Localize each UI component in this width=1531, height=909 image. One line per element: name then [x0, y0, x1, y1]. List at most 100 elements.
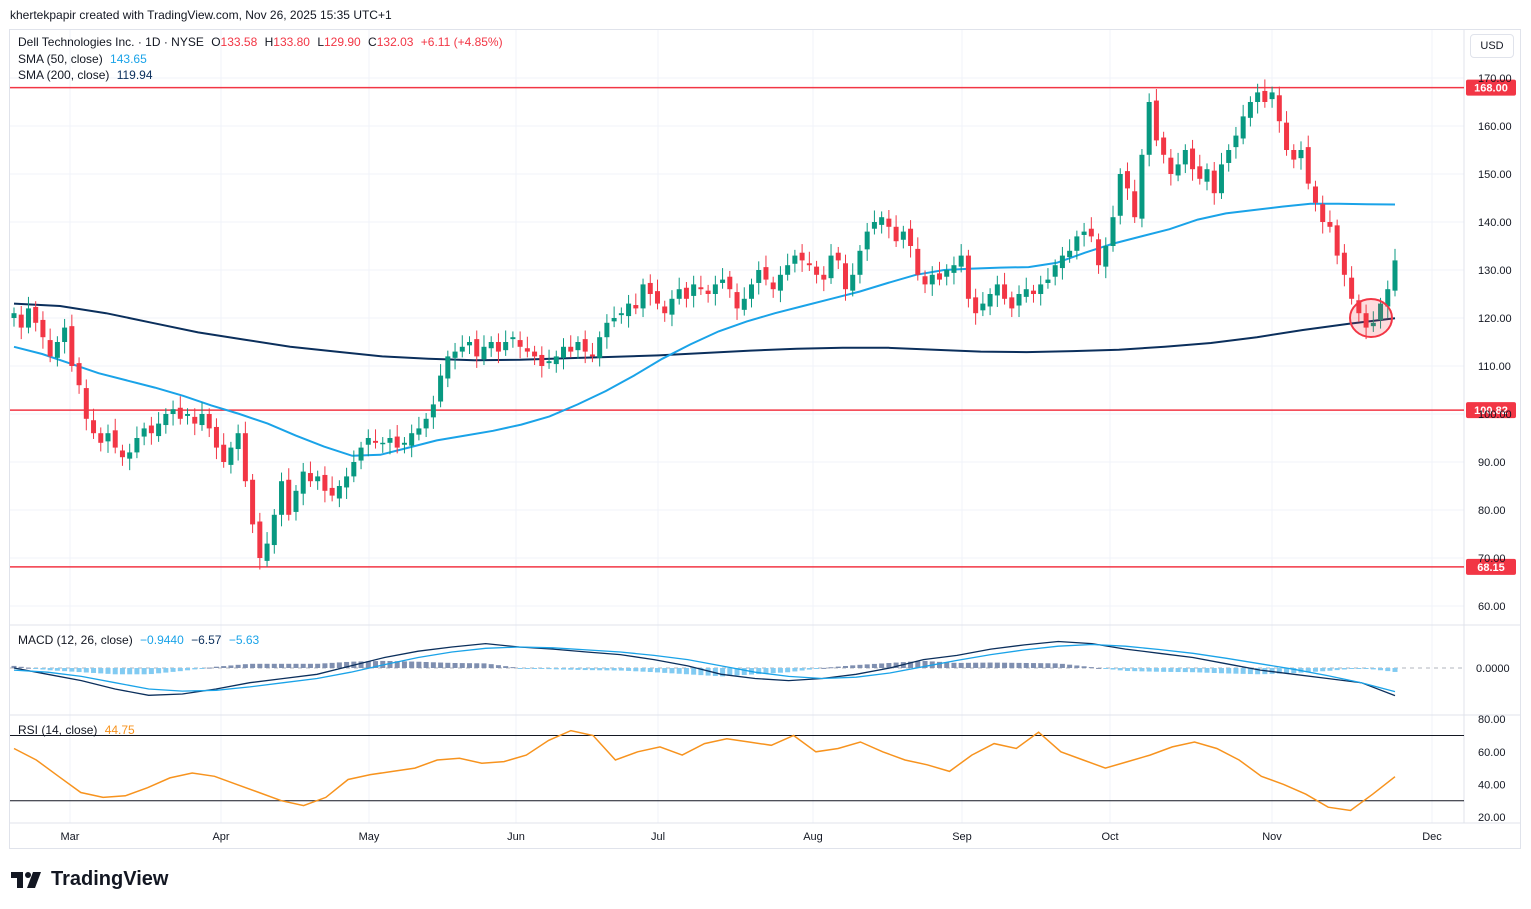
candle-body: [156, 423, 162, 437]
macd-hist-bar: [1117, 668, 1123, 671]
macd-hist-bar: [481, 663, 487, 668]
x-tick-label: Apr: [212, 831, 229, 843]
macd-hist-bar: [770, 668, 776, 674]
highlight-circle: [1349, 298, 1393, 338]
close-label: C: [368, 35, 377, 49]
candle-body: [91, 420, 97, 434]
candle-body: [221, 444, 227, 462]
candle-body: [1146, 102, 1152, 155]
macd-hist-bar: [1124, 668, 1130, 671]
candle-body: [539, 354, 545, 366]
macd-hist-bar: [365, 661, 371, 668]
price-legend: Dell Technologies Inc. · 1D · NYSE O133.…: [18, 34, 507, 50]
y-tick-label: 90.00: [1478, 457, 1506, 469]
candle-body: [467, 342, 473, 346]
rsi-line: [13, 729, 1396, 812]
macd-hist-bar: [1334, 668, 1340, 671]
macd-hist-bar: [568, 668, 574, 670]
macd-line: [13, 640, 1396, 697]
macd-hist-bar: [387, 660, 393, 668]
candle-body: [655, 291, 661, 304]
candle-body: [626, 303, 632, 317]
candle-body: [170, 409, 176, 414]
candle-body: [698, 287, 704, 290]
y-tick-label: 170.00: [1478, 73, 1512, 85]
candle-body: [1247, 102, 1253, 118]
currency-button[interactable]: USD: [1470, 34, 1514, 58]
candle-body: [1255, 92, 1261, 102]
macd-hist-bar: [228, 665, 234, 668]
candle-body: [763, 267, 769, 280]
candle-body: [886, 218, 892, 227]
candle-body: [879, 217, 885, 225]
macd-hist-bar: [206, 667, 212, 669]
candle-body: [676, 289, 682, 299]
macd-hist-bar: [185, 668, 191, 671]
macd-hist-bar: [915, 661, 921, 668]
x-tick-label: Dec: [1422, 831, 1442, 843]
macd-hist-bar: [445, 662, 451, 668]
macd-hist-bar: [1284, 668, 1290, 674]
y-tick-label: 160.00: [1478, 121, 1512, 133]
macd-hist-bar: [676, 668, 682, 674]
candle-body: [373, 440, 379, 443]
candle-body: [1088, 228, 1094, 237]
candle-body: [1291, 150, 1297, 160]
sma200-label: SMA (200, close): [18, 68, 110, 82]
macd-hist-bar: [358, 661, 364, 668]
macd-hist-bar: [618, 668, 624, 671]
macd-hist-bar: [720, 668, 726, 677]
candle-body: [900, 231, 906, 240]
candle-body: [206, 414, 212, 429]
macd-hist-bar: [1247, 668, 1253, 675]
candle-body: [951, 265, 957, 273]
macd-hist-bar: [936, 661, 942, 668]
candle-body: [1023, 289, 1029, 297]
candle-body: [25, 308, 31, 328]
macd-hist-bar: [401, 661, 407, 668]
macd-hist-bar: [879, 663, 885, 668]
macd-hist-bar: [33, 668, 39, 669]
symbol-title: Dell Technologies Inc. · 1D · NYSE: [18, 35, 204, 49]
macd-hist-bar: [293, 663, 299, 668]
macd-hist-bar: [524, 668, 530, 669]
candle-body: [213, 426, 219, 448]
macd-hist-bar: [1088, 667, 1094, 669]
candle-body: [1356, 300, 1362, 314]
macd-hist-bar: [488, 664, 494, 668]
macd-hist-bar: [1016, 662, 1022, 668]
candle-body: [307, 473, 313, 482]
candle-body: [828, 255, 834, 279]
tradingview-logo-icon: [11, 871, 41, 888]
y-tick-label: 120.00: [1478, 313, 1512, 325]
macd-hist-bar: [213, 666, 219, 668]
candle-body: [640, 284, 646, 309]
candle-body: [604, 322, 610, 338]
candle-body: [177, 407, 183, 419]
candle-body: [1284, 122, 1290, 150]
candle-body: [1349, 277, 1355, 299]
macd-hist-bar: [416, 661, 422, 668]
macd-hist-bar: [1153, 668, 1159, 672]
macd-hist-bar: [582, 668, 588, 671]
candle-body: [712, 284, 718, 294]
candle-body: [199, 414, 205, 426]
candle-body: [1370, 322, 1376, 327]
macd-hist-bar: [647, 668, 653, 673]
candle-body: [1276, 95, 1282, 122]
macd-hist-bar: [40, 668, 46, 670]
low-value: 129.90: [324, 35, 361, 49]
candle-body: [720, 279, 726, 283]
candle-body: [401, 442, 407, 445]
change-value: +6.11 (+4.85%): [420, 35, 503, 49]
candle-body: [871, 222, 877, 229]
macd-hist-bar: [1074, 665, 1080, 668]
macd-hist-bar: [1081, 666, 1087, 668]
macd-hist-bar: [430, 662, 436, 668]
candle-body: [582, 339, 588, 352]
candle-body: [430, 404, 436, 418]
candle-body: [1045, 279, 1051, 283]
macd-hist-bar: [1349, 668, 1355, 669]
candle-body: [589, 354, 595, 357]
